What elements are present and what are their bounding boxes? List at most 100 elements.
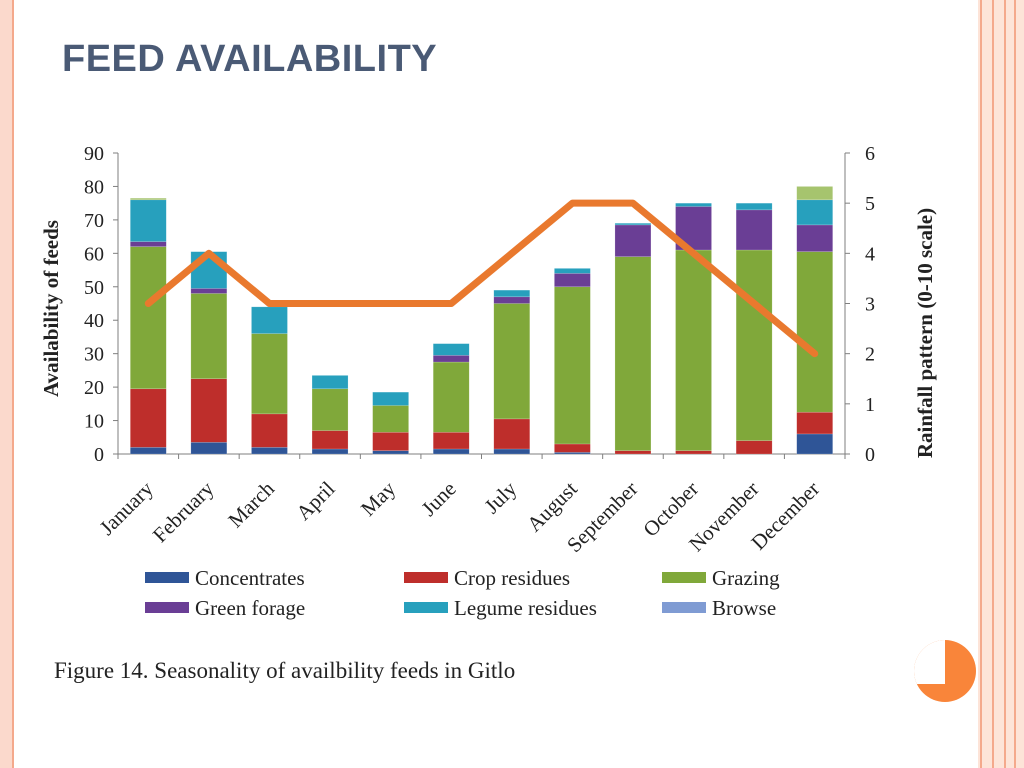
y2-tick-label: 5: [865, 193, 875, 215]
bar-segment: [796, 411, 833, 435]
bar-segment: [735, 202, 773, 211]
bar-segment: [554, 443, 591, 453]
right-frame-stripe: [1004, 0, 1006, 768]
bar-segment: [432, 355, 470, 363]
bar-segment: [311, 448, 349, 455]
bar-segment: [130, 447, 167, 455]
x-tick-label: August: [522, 476, 582, 536]
y-tick-label: 70: [84, 210, 104, 232]
bar-segment: [493, 418, 531, 450]
x-tick-label: July: [480, 476, 522, 518]
bar-segment: [251, 413, 288, 448]
legend-swatch: [145, 602, 189, 613]
y2-tick-label: 4: [865, 243, 875, 265]
legend-label: Green forage: [195, 596, 305, 620]
bar-segment: [130, 388, 167, 448]
left-frame-line: [12, 0, 14, 768]
y-axis-title: Availability of feeds: [39, 220, 63, 397]
bar-segment: [554, 268, 591, 274]
bar-segment: [372, 450, 409, 455]
bar-segment: [735, 209, 773, 251]
bar-segment: [130, 246, 167, 390]
bar-segment: [372, 391, 409, 406]
bar-segment: [675, 249, 712, 451]
bar-segment: [190, 442, 228, 455]
y2-tick-label: 6: [865, 143, 875, 165]
x-tick-label: February: [148, 476, 219, 547]
bar-segment: [251, 333, 288, 415]
legend-swatch: [662, 572, 706, 583]
x-tick-label: May: [356, 476, 401, 521]
bar-segment: [190, 293, 228, 380]
bar-segment: [130, 197, 167, 201]
bar-segment: [372, 432, 409, 451]
right-frame-stripe: [980, 0, 982, 768]
y-tick-label: 80: [84, 176, 104, 198]
bar-segment: [675, 450, 712, 455]
chart-axes: [113, 152, 850, 459]
bar-segment: [493, 448, 531, 455]
legend-label: Browse: [712, 596, 776, 620]
legend-swatch: [662, 602, 706, 613]
figure-caption: Figure 14. Seasonality of availbility fe…: [54, 658, 516, 683]
bar-segment: [614, 222, 652, 226]
right-frame-stripe: [992, 0, 994, 768]
bar-segment: [432, 432, 470, 450]
right-frame-stripe: [1014, 0, 1016, 768]
bar-segment: [190, 288, 228, 294]
y-tick-label: 50: [84, 277, 104, 299]
rainfall-line: [144, 199, 819, 358]
legend-label: Concentrates: [195, 566, 305, 590]
x-tick-label: March: [223, 476, 279, 532]
left-frame-band: [0, 0, 12, 768]
bar-segment: [311, 388, 349, 431]
bar-segment: [251, 306, 288, 334]
y2-tick-label: 0: [865, 444, 875, 466]
bar-segment: [675, 202, 712, 207]
y-tick-label: 0: [94, 444, 104, 466]
y2-axis-title: Rainfall pattern (0-10 scale): [913, 208, 937, 458]
chart-bars: [130, 186, 833, 455]
bar-segment: [796, 224, 833, 252]
bar-segment: [432, 343, 470, 356]
bar-segment: [251, 447, 288, 455]
bar-segment: [432, 448, 470, 455]
legend-label: Crop residues: [454, 566, 570, 590]
legend-swatch: [404, 572, 448, 583]
y-tick-label: 90: [84, 143, 104, 165]
legend-swatch: [145, 572, 189, 583]
bar-segment: [614, 450, 652, 455]
x-tick-label: June: [417, 477, 461, 521]
bar-segment: [432, 361, 470, 433]
bar-segment: [796, 251, 833, 413]
bar-segment: [614, 224, 652, 257]
legend-swatch: [404, 602, 448, 613]
legend-label: Grazing: [712, 566, 780, 590]
bar-segment: [614, 256, 652, 451]
bar-segment: [311, 375, 349, 390]
y-tick-label: 10: [84, 411, 104, 433]
bar-segment: [493, 289, 531, 298]
bar-segment: [311, 430, 349, 450]
bar-segment: [130, 199, 167, 242]
bar-segment: [493, 296, 531, 304]
bar-segment: [372, 405, 409, 433]
y-tick-label: 40: [84, 310, 104, 332]
bar-segment: [796, 186, 833, 201]
y2-tick-label: 3: [865, 294, 875, 316]
bar-segment: [796, 199, 833, 226]
bar-segment: [554, 452, 591, 455]
slide-title: FEED AVAILABILITY: [62, 38, 438, 80]
legend-label: Legume residues: [454, 596, 597, 620]
bar-segment: [554, 286, 591, 445]
y-tick-label: 60: [84, 243, 104, 265]
rainfall-line-layer: [144, 199, 819, 358]
bar-segment: [735, 249, 773, 441]
bar-segment: [554, 273, 591, 288]
bar-segment: [493, 303, 531, 420]
y2-tick-label: 2: [865, 344, 875, 366]
bar-segment: [796, 433, 833, 455]
y-tick-label: 30: [84, 344, 104, 366]
y2-tick-label: 1: [865, 394, 875, 416]
